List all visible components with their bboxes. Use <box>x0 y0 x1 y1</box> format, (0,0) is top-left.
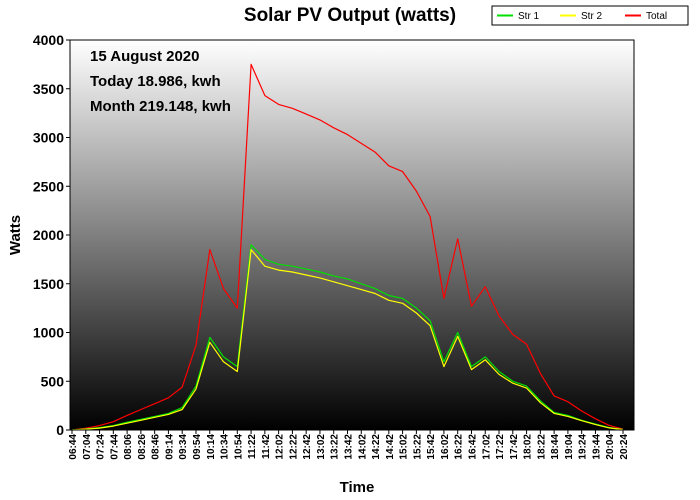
legend: Str 1 Str 2 Total <box>491 5 689 26</box>
y-axis-title: Watts <box>7 215 24 255</box>
x-tick-label: 10:54 <box>233 434 244 460</box>
y-tick-label: 1000 <box>33 325 64 341</box>
x-tick-label: 12:42 <box>302 434 313 460</box>
x-tick-label: 20:04 <box>605 434 616 460</box>
y-axis: 0 500 1000 1500 2000 2500 3000 3500 4000 <box>33 32 70 438</box>
x-tick-label: 15:02 <box>399 434 410 460</box>
x-tick-label: 11:42 <box>261 434 272 459</box>
series-line-str-1 <box>71 244 624 431</box>
x-axis: 06:44 07:04 07:24 07:44 08:06 08:26 08:46 09:14… <box>68 430 630 460</box>
x-tick-label: 07:04 <box>82 434 93 460</box>
x-tick-label: 17:22 <box>495 434 506 460</box>
y-tick-label: 4000 <box>33 32 64 48</box>
legend-label: Total <box>646 11 667 22</box>
x-tick-label: 07:44 <box>109 434 120 460</box>
x-tick-label: 19:24 <box>578 434 589 460</box>
x-tick-label: 18:22 <box>536 434 547 460</box>
x-tick-label: 15:22 <box>412 434 423 460</box>
y-tick-label: 2000 <box>33 227 64 243</box>
x-tick-label: 10:14 <box>206 434 217 460</box>
series-layer <box>71 63 624 431</box>
today-energy-annotation: Today 18.986, kwh <box>90 73 221 90</box>
x-tick-label: 15:42 <box>426 434 437 460</box>
x-tick-label: 08:26 <box>137 434 148 460</box>
x-tick-label: 17:02 <box>481 434 492 460</box>
x-tick-label: 08:46 <box>151 434 162 460</box>
y-tick-label: 500 <box>41 373 65 389</box>
x-tick-label: 14:22 <box>371 434 382 460</box>
x-tick-label: 19:04 <box>564 434 575 460</box>
x-tick-label: 13:42 <box>344 434 355 460</box>
x-tick-label: 16:42 <box>467 434 478 460</box>
x-tick-label: 06:44 <box>68 434 79 460</box>
x-tick-label: 19:44 <box>591 434 602 460</box>
series-line-total <box>71 63 624 431</box>
x-tick-label: 12:02 <box>275 434 286 460</box>
series-line-str-2 <box>71 249 624 431</box>
month-energy-annotation: Month 219.148, kwh <box>90 98 231 115</box>
x-tick-label: 14:02 <box>357 434 368 460</box>
y-tick-label: 0 <box>56 422 64 438</box>
x-tick-label: 09:14 <box>164 434 175 460</box>
y-tick-label: 3500 <box>33 81 64 97</box>
y-tick-label: 3000 <box>33 130 64 146</box>
x-tick-label: 18:02 <box>523 434 534 460</box>
legend-box <box>491 5 689 26</box>
x-tick-label: 13:22 <box>330 434 341 460</box>
x-tick-label: 17:42 <box>509 434 520 460</box>
plot-area <box>70 40 634 430</box>
x-tick-label: 20:24 <box>619 434 630 460</box>
x-tick-label: 10:34 <box>220 434 231 460</box>
y-tick-label: 1500 <box>33 276 64 292</box>
x-tick-label: 14:42 <box>385 434 396 460</box>
x-tick-label: 09:34 <box>178 434 189 460</box>
x-tick-label: 12:22 <box>288 434 299 460</box>
x-tick-label: 18:44 <box>550 434 561 460</box>
x-tick-label: 07:24 <box>96 434 107 460</box>
chart-title: Solar PV Output (watts) <box>244 5 456 26</box>
x-tick-label: 11:22 <box>247 434 258 459</box>
x-tick-label: 08:06 <box>123 434 134 460</box>
x-tick-label: 16:02 <box>440 434 451 460</box>
x-tick-label: 16:22 <box>454 434 465 460</box>
legend-label: Str 1 <box>518 11 540 22</box>
legend-label: Str 2 <box>581 11 603 22</box>
x-tick-label: 13:02 <box>316 434 327 460</box>
x-tick-label: 09:54 <box>192 434 203 460</box>
y-tick-label: 2500 <box>33 178 64 194</box>
x-axis-title: Time <box>340 479 375 496</box>
date-annotation: 15 August 2020 <box>90 48 200 65</box>
